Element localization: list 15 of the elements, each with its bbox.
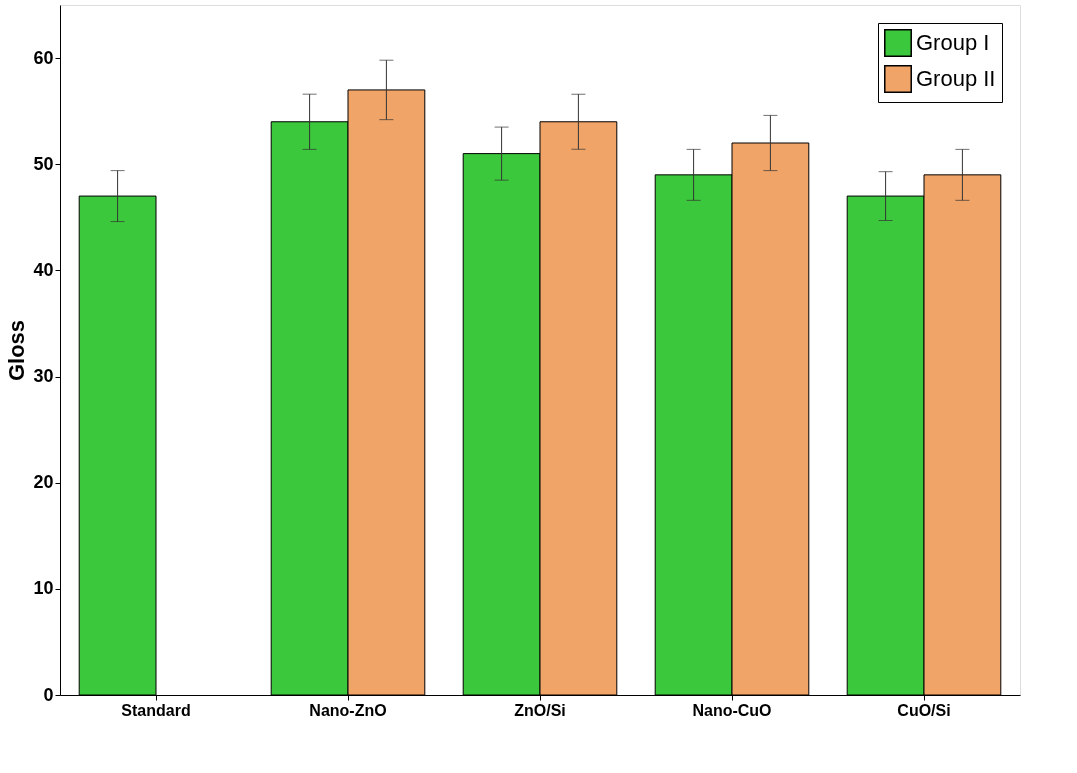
y-tick-label: 50 bbox=[33, 153, 54, 174]
x-tick-label: CuO/Si bbox=[897, 701, 951, 719]
y-tick-label: 30 bbox=[33, 366, 54, 387]
legend-label: Group I bbox=[916, 30, 990, 55]
legend-label: Group II bbox=[916, 66, 996, 91]
x-tick-label: ZnO/Si bbox=[514, 701, 566, 719]
y-tick-label: 0 bbox=[43, 684, 54, 705]
y-tick-label: 10 bbox=[33, 578, 54, 599]
y-tick-label: 20 bbox=[33, 472, 54, 493]
x-tick-label: Nano-CuO bbox=[692, 701, 772, 719]
y-tick-label: 40 bbox=[33, 259, 54, 280]
x-tick-label: Nano-ZnO bbox=[309, 701, 387, 719]
y-tick-label: 60 bbox=[33, 47, 54, 68]
x-tick-label: Standard bbox=[121, 701, 191, 719]
y-axis-title: Gloss bbox=[4, 319, 30, 382]
